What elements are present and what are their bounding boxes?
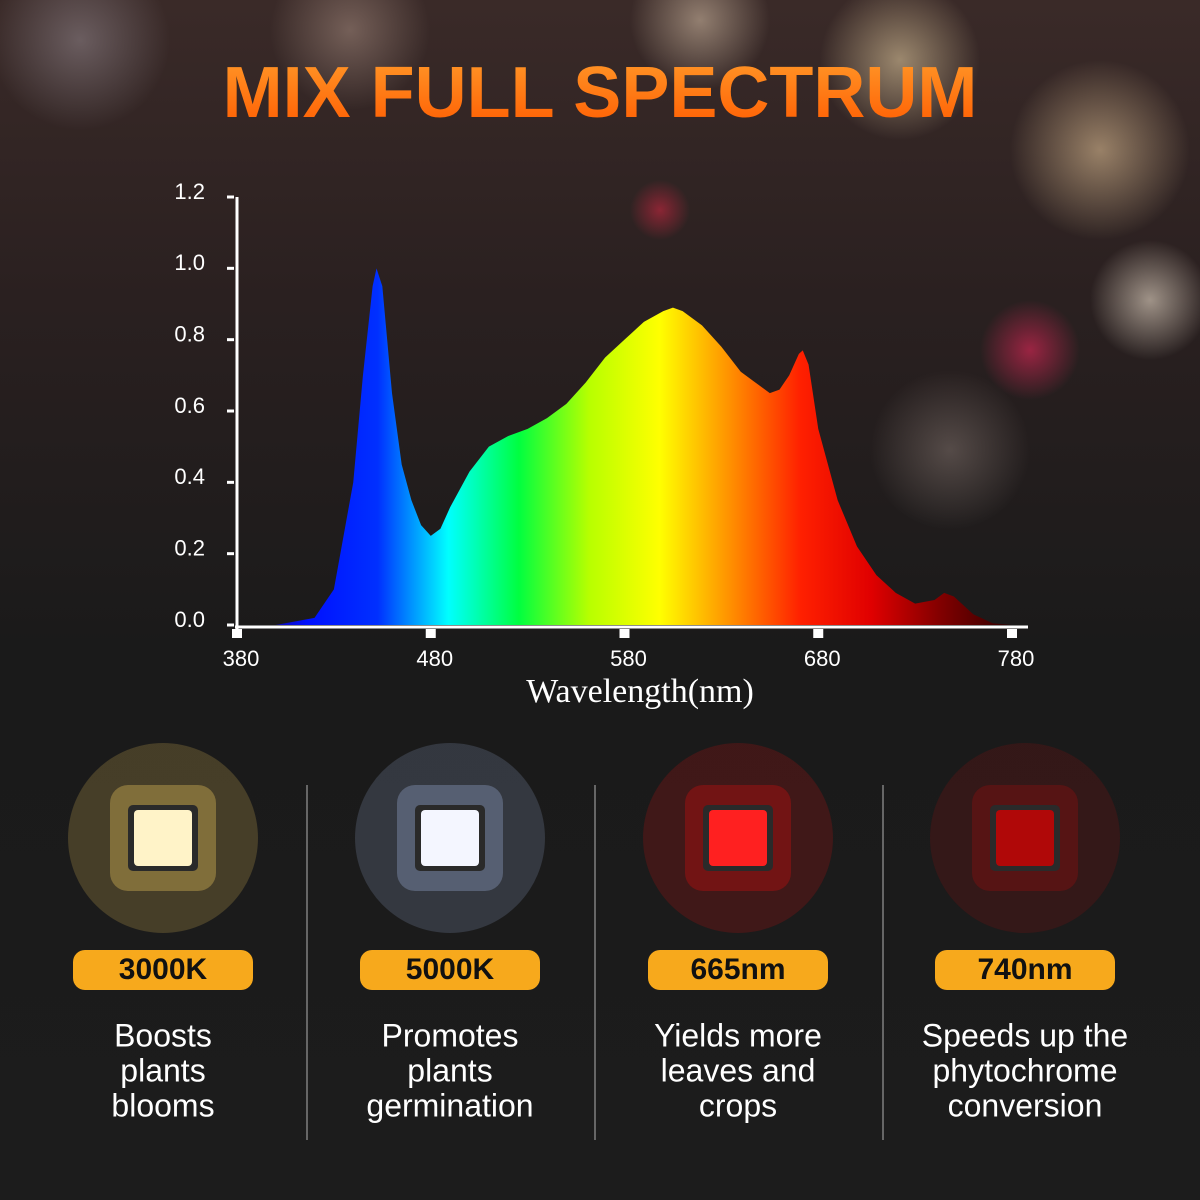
feature-text: Promotes	[382, 1017, 519, 1053]
badge-label: 740nm	[977, 953, 1072, 986]
badge	[935, 950, 1115, 990]
x-tick	[1007, 629, 1017, 638]
y-tick-label: 1.2	[174, 179, 205, 204]
chip-light	[996, 810, 1054, 866]
badge-label: 5000K	[406, 953, 495, 986]
feature-text: conversion	[948, 1087, 1103, 1123]
x-axis-label: Wavelength(nm)	[526, 673, 754, 710]
x-tick	[619, 629, 630, 638]
feature-text: phytochrome	[933, 1052, 1118, 1088]
feature-text: blooms	[111, 1087, 214, 1123]
y-tick-label: 0.4	[174, 464, 205, 489]
x-tick	[813, 629, 824, 638]
feature-text: plants	[407, 1052, 492, 1088]
x-tick	[232, 629, 242, 638]
feature-text: Speeds up the	[922, 1017, 1128, 1053]
feature-text: plants	[120, 1052, 205, 1088]
feature-text: Yields more	[654, 1017, 822, 1053]
x-tick-label: 680	[804, 646, 841, 671]
feature-text: crops	[699, 1087, 777, 1123]
feature-text: Boosts	[114, 1017, 212, 1053]
chip-light	[709, 810, 767, 866]
feature-text: germination	[366, 1087, 533, 1123]
y-tick-label: 0.0	[174, 607, 205, 632]
chart-title: MIX FULL SPECTRUM	[223, 53, 978, 133]
x-tick	[425, 629, 436, 638]
x-tick-label: 780	[998, 646, 1035, 671]
badge	[648, 950, 828, 990]
badge	[360, 950, 540, 990]
y-tick-label: 1.0	[174, 250, 205, 275]
badge-label: 3000K	[119, 953, 208, 986]
chip-light	[421, 810, 479, 866]
y-tick-label: 0.2	[174, 535, 205, 560]
x-tick-label: 480	[416, 646, 453, 671]
badge-label: 665nm	[690, 953, 785, 986]
x-tick-label: 580	[610, 646, 647, 671]
y-tick-label: 0.8	[174, 321, 205, 346]
x-tick-label: 380	[223, 646, 260, 671]
spectrum-area	[237, 268, 1012, 625]
chip-light	[134, 810, 192, 866]
y-tick-label: 0.6	[174, 393, 205, 418]
badge	[73, 950, 253, 990]
feature-text: leaves and	[661, 1052, 816, 1088]
